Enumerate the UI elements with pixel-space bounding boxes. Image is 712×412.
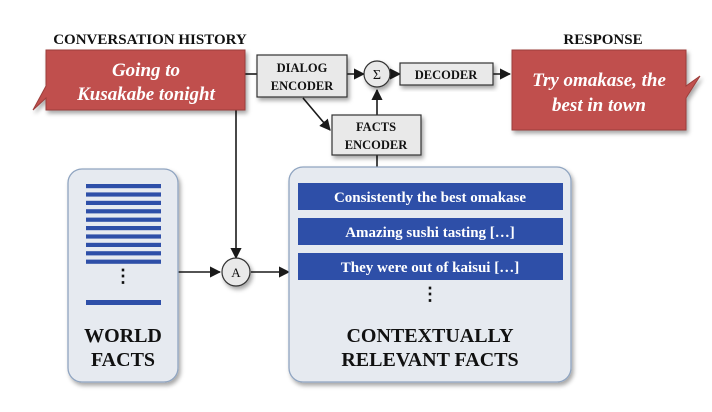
header-conversation-history: CONVERSATION HISTORY — [53, 32, 247, 48]
facts-encoder-line-1: FACTS — [356, 120, 396, 134]
fact-item-bg-3 — [298, 253, 563, 280]
response-bubble-shape — [511, 49, 701, 131]
relevant-facts-label-line-1: CONTEXTUALLY — [346, 325, 514, 347]
relevant-facts-ellipsis: ⋮ — [421, 284, 439, 304]
response-bubble — [511, 49, 701, 131]
world-fact-line — [86, 184, 161, 189]
connectors — [178, 68, 512, 278]
world-fact-line — [86, 217, 161, 222]
world-fact-line — [86, 242, 161, 247]
world-fact-line — [86, 259, 161, 264]
dialog-encoder-line-1: DIALOG — [277, 61, 328, 75]
decoder-label: DECODER — [415, 68, 478, 82]
world-fact-line — [86, 226, 161, 231]
fact-item-1: Consistently the best omakase — [334, 190, 526, 206]
history-line-1: Going to — [112, 60, 180, 81]
fact-item-2: Amazing sushi tasting […] — [345, 225, 515, 241]
sum-symbol: Σ — [373, 68, 381, 83]
world-fact-line — [86, 192, 161, 197]
world-fact-line — [86, 300, 161, 305]
world-fact-line — [86, 209, 161, 214]
history-bubble-shape — [32, 49, 246, 111]
world-fact-line — [86, 200, 161, 205]
dialog-to-facts-encoder-arrow — [302, 97, 331, 131]
dialog-encoder-line-2: ENCODER — [271, 79, 334, 93]
fact-item-3: They were out of kaisui […] — [341, 260, 519, 276]
history-line-2: Kusakabe tonight — [76, 84, 216, 105]
world-facts-ellipsis: ⋮ — [114, 266, 132, 286]
sum-node — [363, 60, 391, 88]
attention-symbol: A — [231, 265, 241, 280]
fact-item-bg-1 — [298, 183, 563, 210]
history-bubble — [32, 49, 246, 111]
world-fact-line — [86, 234, 161, 239]
fact-item-bg-2 — [298, 218, 563, 245]
response-line-1: Try omakase, the — [532, 70, 666, 91]
dialog-encoder-box — [256, 54, 348, 98]
world-facts-label-line-1: WORLD — [84, 325, 162, 347]
facts-encoder-line-2: ENCODER — [345, 138, 408, 152]
header-response: RESPONSE — [563, 32, 642, 48]
response-line-2: best in town — [552, 95, 646, 116]
world-fact-line — [86, 251, 161, 256]
relevant-facts-label-line-2: RELEVANT FACTS — [341, 349, 518, 371]
world-facts-panel — [67, 168, 179, 383]
facts-encoder-box — [331, 114, 422, 156]
attention-node — [221, 257, 251, 287]
decoder-box — [399, 62, 494, 86]
world-facts-lines — [86, 184, 161, 305]
world-facts-label-line-2: FACTS — [91, 349, 155, 371]
